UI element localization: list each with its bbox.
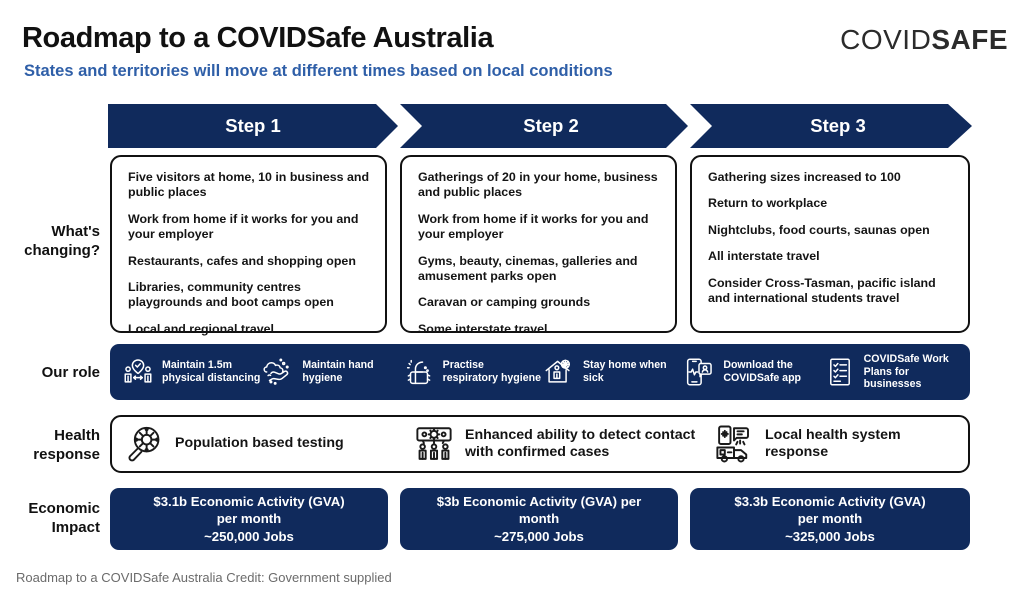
our-role-item-3-label: Practise respiratory hygiene (442, 359, 541, 384)
mobile-app-icon (681, 354, 717, 390)
ambulance-icon (712, 422, 756, 466)
our-role-item-6: COVIDSafe Work Plans for businesses (822, 353, 962, 392)
contact-tracing-icon (412, 422, 456, 466)
list-item: Five visitors at home, 10 in business an… (128, 170, 370, 200)
economic-impact-2-line2: month (518, 511, 560, 527)
list-item: Gatherings of 20 in your home, business … (418, 170, 658, 200)
page-subtitle: States and territories will move at diff… (24, 62, 613, 80)
our-role-item-3: Practise respiratory hygiene (401, 354, 541, 390)
list-item: Nightclubs, food courts, saunas open (708, 222, 930, 237)
economic-impact-2-line1: $3b Economic Activity (GVA) per (436, 493, 642, 509)
whats-changing-box-step3: Gathering sizes increased to 100 Return … (690, 155, 970, 333)
list-item: Work from home if it works for you and y… (128, 211, 359, 242)
economic-impact-box-step2: $3b Economic Activity (GVA) per month ~2… (400, 488, 678, 550)
logo-text-light: COVID (840, 24, 932, 55)
economic-impact-3-line1: $3.3b Economic Activity (GVA) (734, 493, 926, 509)
whats-changing-box-step2: Gatherings of 20 in your home, business … (400, 155, 677, 336)
list-item: Libraries, community centres playgrounds… (128, 279, 334, 310)
row-label-economic-impact: Economic Impact (0, 500, 100, 538)
step-banner-3-label: Step 3 (810, 115, 866, 136)
physical-distancing-icon (120, 354, 156, 390)
economic-impact-3-line3: ~325,000 Jobs (785, 528, 875, 544)
row-label-whats-changing-line2: changing? (24, 241, 100, 259)
economic-impact-1-line2: per month (216, 511, 282, 527)
row-label-our-role: Our role (0, 364, 100, 383)
health-response-item-2: Enhanced ability to detect contact with … (412, 422, 712, 466)
our-role-item-5-label: Download the COVIDSafe app (723, 359, 802, 384)
step-banner-2-label: Step 2 (523, 115, 579, 136)
row-label-health-response-line1: Health (54, 427, 100, 444)
whats-changing-box-step1: Five visitors at home, 10 in business an… (110, 155, 387, 336)
economic-impact-3-line2: per month (797, 511, 863, 527)
step-banner-1-label: Step 1 (225, 115, 281, 136)
our-role-item-4-label: Stay home when sick (582, 359, 667, 384)
row-label-economic-impact-line1: Economic (28, 500, 100, 517)
checklist-icon (822, 354, 858, 390)
step-banner-1: Step 1 (108, 104, 398, 148)
list-item: Work from home if it works for you and y… (418, 211, 649, 242)
page-header: Roadmap to a COVIDSafe Australia States … (0, 0, 1024, 96)
list-item: Return to workplace (708, 196, 828, 211)
economic-impact-1-line3: ~250,000 Jobs (204, 528, 294, 544)
list-item: Consider Cross-Tasman, pacific island an… (708, 275, 936, 305)
stay-home-icon (541, 354, 577, 390)
our-role-item-5: Download the COVIDSafe app (681, 354, 821, 390)
list-item: Restaurants, cafes and shopping open (128, 253, 356, 268)
economic-impact-1-line1: $3.1b Economic Activity (GVA) (153, 493, 345, 509)
magnifier-virus-icon (122, 422, 166, 466)
our-role-item-1-label: Maintain 1.5m physical distancing (162, 359, 261, 384)
health-response-item-1-label: Population based testing (175, 435, 344, 452)
list-item: Caravan or camping grounds (418, 295, 591, 310)
list-item: Gathering sizes increased to 100 (708, 170, 901, 184)
health-response-item-3-label: Local health system response (765, 426, 901, 460)
economic-impact-box-step3: $3.3b Economic Activity (GVA) per month … (690, 488, 970, 550)
our-role-item-4: Stay home when sick (541, 354, 681, 390)
face-mask-icon (401, 354, 437, 390)
economic-impact-box-step1: $3.1b Economic Activity (GVA) per month … (110, 488, 388, 550)
row-label-whats-changing: What's changing? (0, 223, 100, 261)
hand-washing-icon (260, 354, 296, 390)
row-label-health-response: Health response (0, 427, 100, 465)
list-item: All interstate travel (708, 249, 820, 264)
list-item: Gyms, beauty, cinemas, galleries and amu… (418, 253, 638, 283)
our-role-item-2: Maintain hand hygiene (260, 354, 400, 390)
step-banner-2: Step 2 (400, 104, 688, 148)
health-response-item-3: Local health system response (712, 422, 958, 466)
step-banner-3: Step 3 (690, 104, 972, 148)
our-role-strip: Maintain 1.5m physical distancing Mainta… (110, 344, 970, 400)
our-role-item-2-label: Maintain hand hygiene (302, 359, 374, 384)
economic-impact-2-line3: ~275,000 Jobs (494, 528, 584, 544)
list-item: Some interstate travel (418, 321, 548, 336)
row-label-economic-impact-line2: Impact (51, 518, 100, 536)
covidsafe-logo: COVIDSAFE (840, 24, 1008, 56)
footer-caption: Roadmap to a COVIDSafe Australia Credit:… (16, 570, 392, 585)
our-role-item-6-label: COVIDSafe Work Plans for businesses (863, 352, 949, 391)
health-response-strip: Population based testing Enhan (110, 415, 970, 473)
row-label-whats-changing-line1: What's (51, 223, 100, 240)
row-label-our-role-text: Our role (41, 364, 100, 381)
our-role-item-1: Maintain 1.5m physical distancing (120, 354, 260, 390)
health-response-item-1: Population based testing (122, 422, 412, 466)
logo-text-bold: SAFE (931, 24, 1008, 55)
page-title: Roadmap to a COVIDSafe Australia (22, 22, 494, 54)
health-response-item-2-label: Enhanced ability to detect contact with … (465, 426, 696, 460)
list-item: Local and regional travel (128, 321, 274, 336)
row-label-health-response-line2: response (33, 445, 100, 463)
